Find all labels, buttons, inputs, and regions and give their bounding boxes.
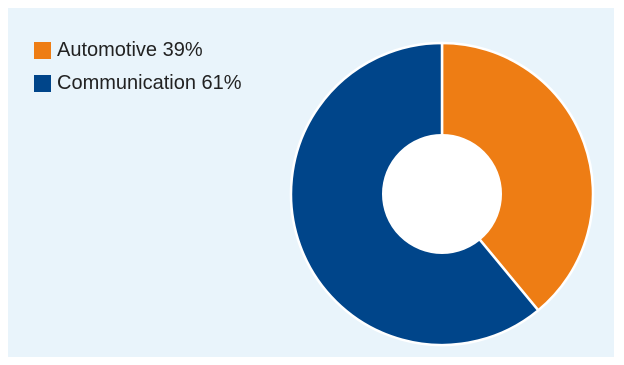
donut-hole (382, 134, 502, 254)
legend-swatch-automotive (34, 41, 51, 59)
donut-slice-automotive (440, 41, 595, 312)
legend-swatch-communication (34, 74, 51, 92)
chart-legend: Automotive 39% Communication 61% (34, 35, 242, 101)
legend-label-automotive: Automotive 39% (57, 39, 203, 61)
legend-label-communication: Communication 61% (57, 72, 242, 94)
legend-item-communication: Communication 61% (34, 68, 242, 98)
legend-item-automotive: Automotive 39% (34, 35, 242, 65)
